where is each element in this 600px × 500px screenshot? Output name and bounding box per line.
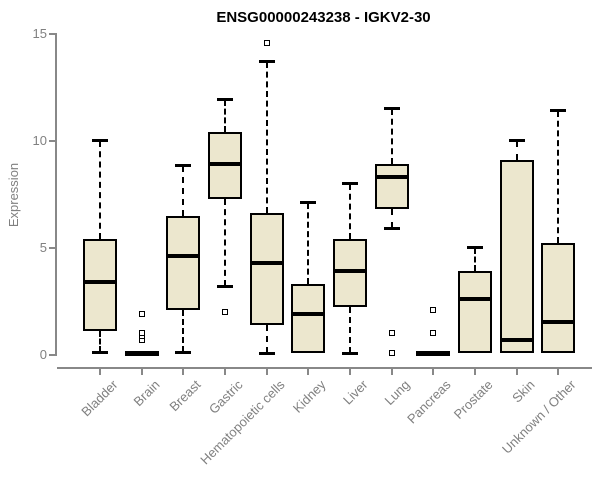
median-prostate bbox=[457, 296, 492, 301]
box-breast bbox=[166, 215, 201, 310]
whisker-cap-upper-lung bbox=[383, 106, 400, 110]
outlier-point-pancreas bbox=[430, 330, 437, 337]
x-tick bbox=[390, 369, 393, 375]
x-tick bbox=[473, 369, 476, 375]
y-tick-label: 15 bbox=[32, 26, 47, 41]
y-axis-line bbox=[55, 33, 57, 356]
whisker-lower-liver bbox=[348, 307, 351, 354]
box-hematopoietic-cells bbox=[249, 213, 284, 325]
box-kidney bbox=[291, 283, 326, 354]
whisker-upper-unknown-other bbox=[557, 110, 560, 244]
x-tick bbox=[557, 369, 560, 375]
median-lung bbox=[374, 175, 409, 180]
whisker-cap-upper-gastric bbox=[216, 98, 233, 102]
x-tick bbox=[140, 369, 143, 375]
x-tick bbox=[223, 369, 226, 375]
whisker-cap-upper-unknown-other bbox=[550, 108, 567, 112]
box-bladder bbox=[83, 239, 117, 331]
whisker-cap-upper-hematopoietic-cells bbox=[258, 59, 275, 63]
box-lung bbox=[374, 164, 409, 210]
whisker-lower-gastric bbox=[223, 198, 226, 287]
whisker-cap-lower-lung bbox=[383, 227, 400, 231]
whisker-upper-hematopoietic-cells bbox=[265, 61, 268, 214]
whisker-cap-upper-skin bbox=[508, 138, 525, 142]
whisker-upper-gastric bbox=[223, 100, 226, 133]
whisker-cap-lower-breast bbox=[175, 351, 192, 355]
x-tick bbox=[515, 369, 518, 375]
outlier-point-brain bbox=[138, 330, 145, 337]
whisker-cap-upper-breast bbox=[175, 164, 192, 168]
whisker-cap-lower-bladder bbox=[92, 351, 108, 355]
whisker-upper-kidney bbox=[307, 202, 310, 284]
median-kidney bbox=[291, 311, 326, 316]
whisker-cap-upper-prostate bbox=[466, 245, 483, 249]
x-tick bbox=[265, 369, 268, 375]
x-tick bbox=[432, 369, 435, 375]
median-bladder bbox=[83, 279, 117, 284]
y-tick bbox=[49, 33, 55, 35]
box-skin bbox=[499, 160, 534, 354]
outlier-point-brain bbox=[138, 310, 145, 317]
median-pancreas bbox=[416, 351, 451, 356]
whisker-upper-breast bbox=[182, 166, 185, 216]
whisker-lower-breast bbox=[182, 309, 185, 353]
box-prostate bbox=[457, 271, 492, 354]
whisker-lower-lung bbox=[390, 209, 393, 229]
outlier-point-gastric bbox=[221, 308, 228, 315]
outlier-point-pancreas bbox=[430, 306, 437, 313]
median-hematopoietic-cells bbox=[249, 260, 284, 265]
median-unknown-other bbox=[541, 320, 576, 325]
outlier-point-hematopoietic-cells bbox=[263, 39, 270, 46]
y-tick-label: 10 bbox=[32, 132, 47, 148]
x-tick bbox=[348, 369, 351, 375]
median-brain bbox=[124, 351, 159, 356]
median-gastric bbox=[207, 162, 242, 167]
outlier-point-lung bbox=[388, 350, 395, 357]
whisker-upper-lung bbox=[390, 108, 393, 165]
chart-title: ENSG00000243238 - IGKV2-30 bbox=[216, 9, 431, 26]
whisker-upper-bladder bbox=[99, 140, 101, 240]
whisker-cap-lower-liver bbox=[341, 352, 358, 356]
median-liver bbox=[332, 269, 367, 274]
whisker-cap-upper-liver bbox=[341, 181, 358, 185]
outlier-point-lung bbox=[388, 330, 395, 337]
whisker-upper-liver bbox=[348, 183, 351, 240]
box-liver bbox=[332, 239, 367, 308]
median-skin bbox=[499, 337, 534, 342]
whisker-lower-bladder bbox=[99, 330, 101, 353]
x-tick bbox=[307, 369, 310, 375]
whisker-upper-skin bbox=[515, 140, 518, 161]
whisker-lower-hematopoietic-cells bbox=[265, 324, 268, 354]
median-breast bbox=[166, 254, 201, 259]
whisker-cap-upper-bladder bbox=[92, 138, 108, 142]
y-tick-label: 0 bbox=[39, 346, 47, 362]
whisker-cap-lower-gastric bbox=[216, 285, 233, 289]
x-axis-line bbox=[57, 367, 592, 369]
x-tick bbox=[182, 369, 185, 375]
y-tick bbox=[49, 246, 55, 249]
x-tick bbox=[99, 369, 101, 375]
box-unknown-other bbox=[541, 243, 576, 354]
whisker-cap-lower-hematopoietic-cells bbox=[258, 352, 275, 356]
whisker-upper-prostate bbox=[473, 247, 476, 272]
whisker-cap-upper-kidney bbox=[300, 200, 317, 204]
y-tick bbox=[49, 353, 55, 356]
y-tick bbox=[49, 139, 55, 142]
y-tick-label: 5 bbox=[39, 239, 47, 255]
